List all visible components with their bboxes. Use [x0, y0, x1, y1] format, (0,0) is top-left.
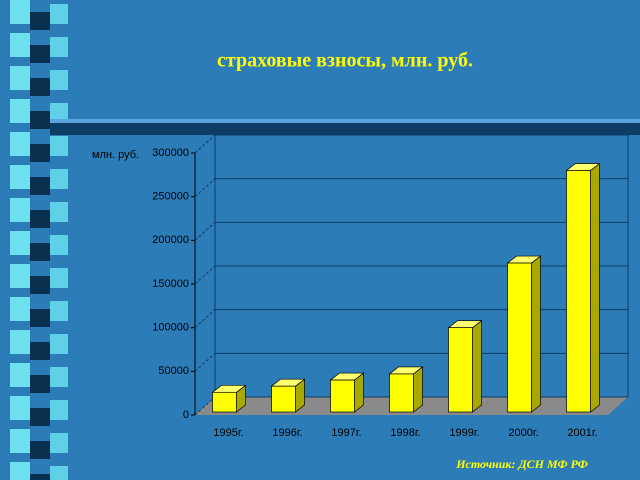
deco-block — [30, 342, 50, 360]
deco-block — [50, 103, 68, 123]
deco-block — [30, 144, 50, 162]
grid-diagonal — [194, 396, 216, 416]
deco-block — [10, 33, 30, 57]
deco-block — [30, 78, 50, 96]
bar — [270, 378, 306, 413]
x-tick-label: 1997г. — [331, 427, 361, 439]
bar — [211, 384, 247, 413]
deco-block — [10, 165, 30, 189]
y-tick-label: 100000 — [152, 322, 189, 334]
source-note: Источник: ДСН МФ РФ — [455, 457, 588, 471]
grid-diagonal — [194, 178, 216, 198]
grid-diagonal — [194, 134, 216, 154]
deco-block — [30, 12, 50, 30]
deco-block — [50, 334, 68, 354]
deco-block — [10, 462, 30, 480]
bar-front — [212, 391, 237, 413]
grid-diagonal — [194, 265, 216, 285]
deco-block — [30, 375, 50, 393]
deco-block — [30, 210, 50, 228]
y-tick-label: 0 — [183, 409, 189, 421]
left-decoration — [10, 0, 68, 480]
deco-block — [10, 99, 30, 123]
deco-block — [10, 231, 30, 255]
y-tick-label: 50000 — [158, 365, 189, 377]
bar-side — [472, 319, 482, 413]
bar-side — [413, 366, 423, 413]
deco-block — [10, 429, 30, 453]
deco-block — [50, 169, 68, 189]
bar-front — [389, 373, 414, 413]
bar — [329, 372, 365, 413]
x-tick-label: 1999г. — [449, 427, 479, 439]
deco-block — [30, 243, 50, 261]
deco-block — [30, 177, 50, 195]
deco-block — [50, 235, 68, 255]
deco-block — [10, 198, 30, 222]
bar — [388, 366, 424, 413]
bar-side — [531, 255, 541, 413]
bar-front — [448, 327, 473, 413]
bar-front — [566, 170, 591, 413]
deco-block — [50, 70, 68, 90]
grid-diagonal — [194, 309, 216, 329]
deco-block — [30, 474, 50, 480]
chart-title: страховые взносы, млн. руб. — [217, 50, 473, 72]
deco-block — [30, 111, 50, 129]
grid-diagonal — [194, 221, 216, 241]
deco-block — [30, 408, 50, 426]
deco-block — [50, 367, 68, 387]
bar — [506, 255, 542, 413]
deco-block — [50, 4, 68, 24]
deco-block — [10, 330, 30, 354]
deco-block — [50, 268, 68, 288]
deco-block — [50, 202, 68, 222]
x-tick-label: 2000г. — [508, 427, 538, 439]
y-tick-label: 200000 — [152, 234, 189, 246]
x-tick-label: 2001г. — [567, 427, 597, 439]
bar — [447, 319, 483, 413]
header-bar-highlight — [50, 119, 640, 123]
deco-block — [30, 441, 50, 459]
y-tick-label: 250000 — [152, 191, 189, 203]
deco-block — [10, 264, 30, 288]
deco-block — [10, 66, 30, 90]
deco-block — [50, 301, 68, 321]
bar-front — [330, 379, 355, 413]
bar-front — [507, 262, 532, 413]
deco-block — [50, 400, 68, 420]
deco-block — [30, 309, 50, 327]
deco-block — [10, 0, 30, 24]
deco-block — [10, 363, 30, 387]
deco-block — [10, 297, 30, 321]
deco-block — [50, 466, 68, 480]
deco-block — [30, 276, 50, 294]
bar-side — [590, 162, 600, 413]
x-tick-label: 1998г. — [390, 427, 420, 439]
grid-diagonal — [194, 352, 216, 372]
deco-block — [10, 132, 30, 156]
y-axis-label: млн. руб. — [92, 149, 139, 161]
deco-block — [50, 433, 68, 453]
x-tick-label: 1995г. — [213, 427, 243, 439]
deco-block — [50, 136, 68, 156]
deco-block — [10, 396, 30, 420]
bar — [565, 162, 601, 413]
deco-block — [50, 37, 68, 57]
x-tick-label: 1996г. — [272, 427, 302, 439]
deco-block — [30, 45, 50, 63]
y-tick-label: 300000 — [152, 147, 189, 159]
bar-front — [271, 385, 296, 413]
y-tick-label: 150000 — [152, 278, 189, 290]
